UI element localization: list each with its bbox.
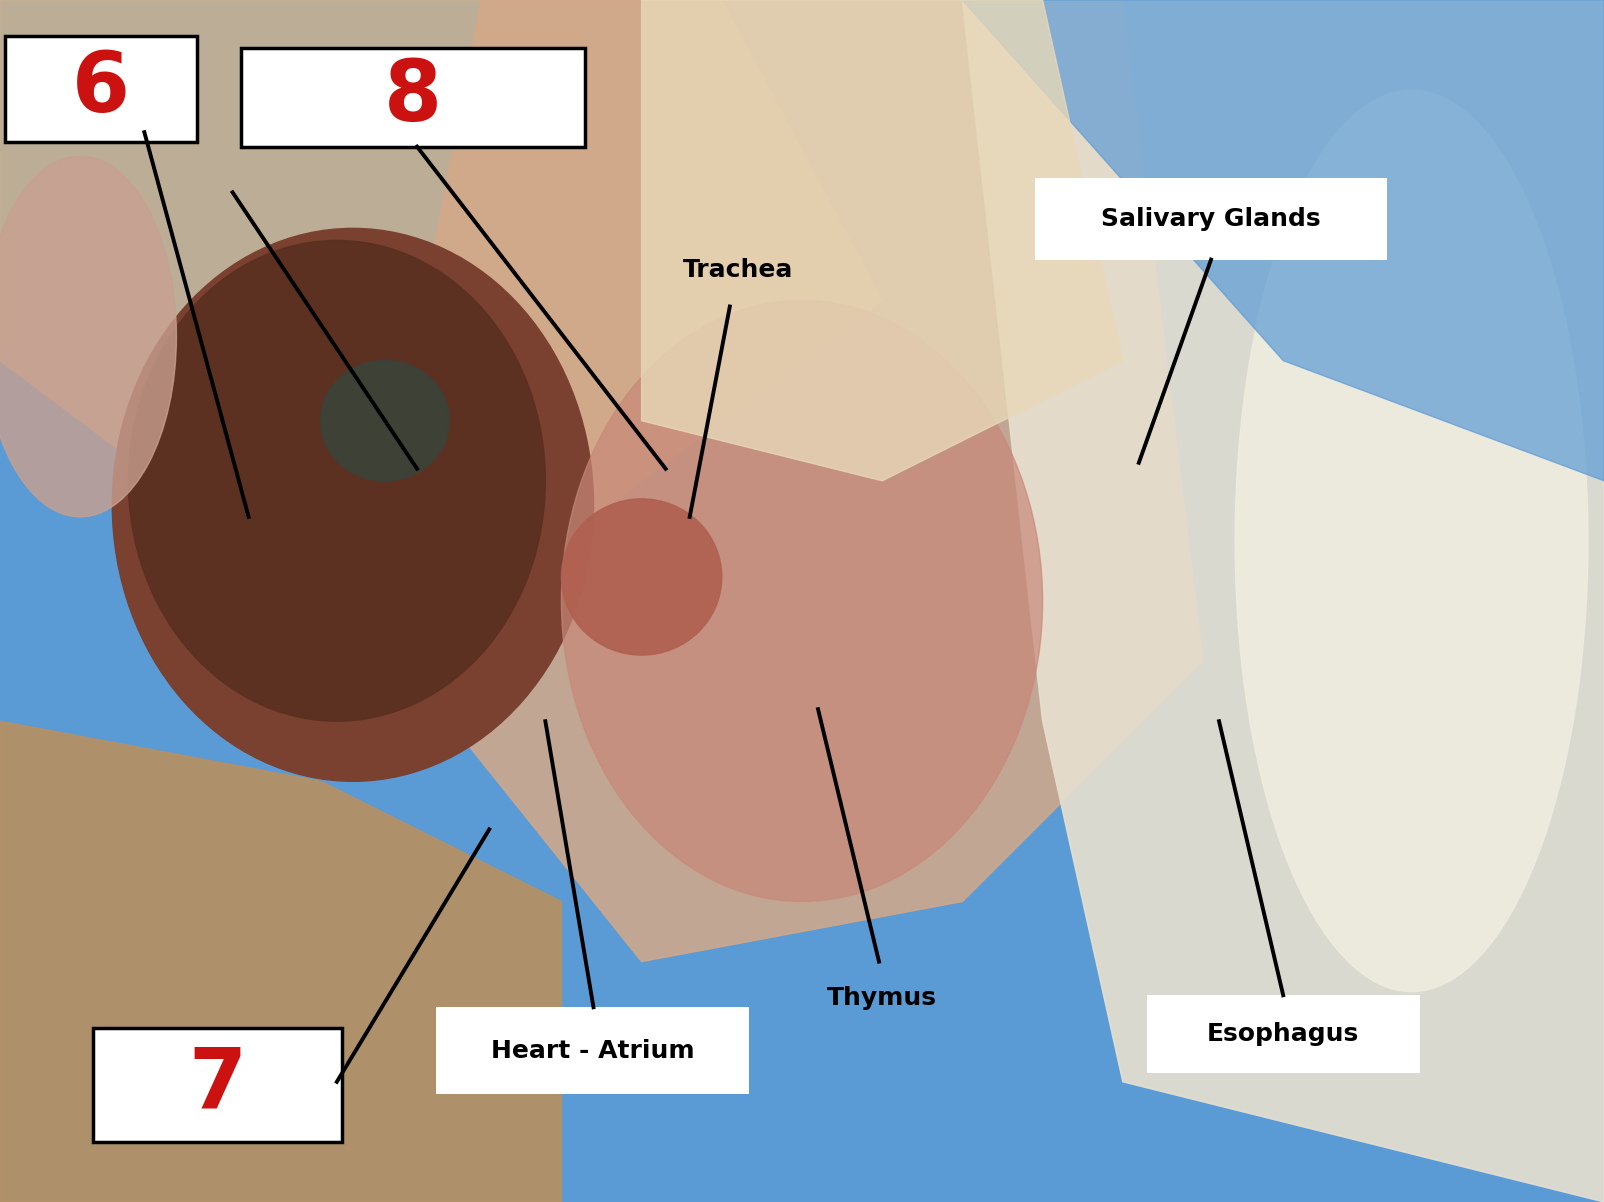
Polygon shape bbox=[642, 0, 1123, 481]
Text: Salivary Glands: Salivary Glands bbox=[1102, 207, 1320, 231]
Text: 7: 7 bbox=[188, 1045, 247, 1125]
Bar bbox=[1147, 995, 1420, 1073]
Polygon shape bbox=[401, 0, 1203, 962]
Ellipse shape bbox=[128, 240, 545, 721]
Polygon shape bbox=[0, 0, 882, 541]
Ellipse shape bbox=[561, 499, 722, 655]
Polygon shape bbox=[962, 0, 1604, 481]
Ellipse shape bbox=[1235, 90, 1588, 992]
Ellipse shape bbox=[561, 300, 1043, 902]
Bar bbox=[1035, 178, 1387, 260]
Polygon shape bbox=[962, 0, 1604, 1202]
Polygon shape bbox=[0, 721, 561, 1202]
Bar bbox=[93, 1028, 342, 1142]
Text: 6: 6 bbox=[72, 48, 130, 130]
Bar bbox=[241, 48, 585, 147]
Text: Heart - Atrium: Heart - Atrium bbox=[491, 1039, 695, 1063]
Bar bbox=[436, 1007, 749, 1094]
Text: 8: 8 bbox=[383, 56, 443, 138]
Ellipse shape bbox=[112, 228, 593, 781]
Text: Trachea: Trachea bbox=[683, 258, 792, 282]
Ellipse shape bbox=[0, 156, 176, 517]
Text: Esophagus: Esophagus bbox=[1208, 1023, 1359, 1046]
Ellipse shape bbox=[321, 361, 449, 481]
Bar bbox=[5, 36, 197, 142]
Text: Thymus: Thymus bbox=[828, 986, 937, 1010]
